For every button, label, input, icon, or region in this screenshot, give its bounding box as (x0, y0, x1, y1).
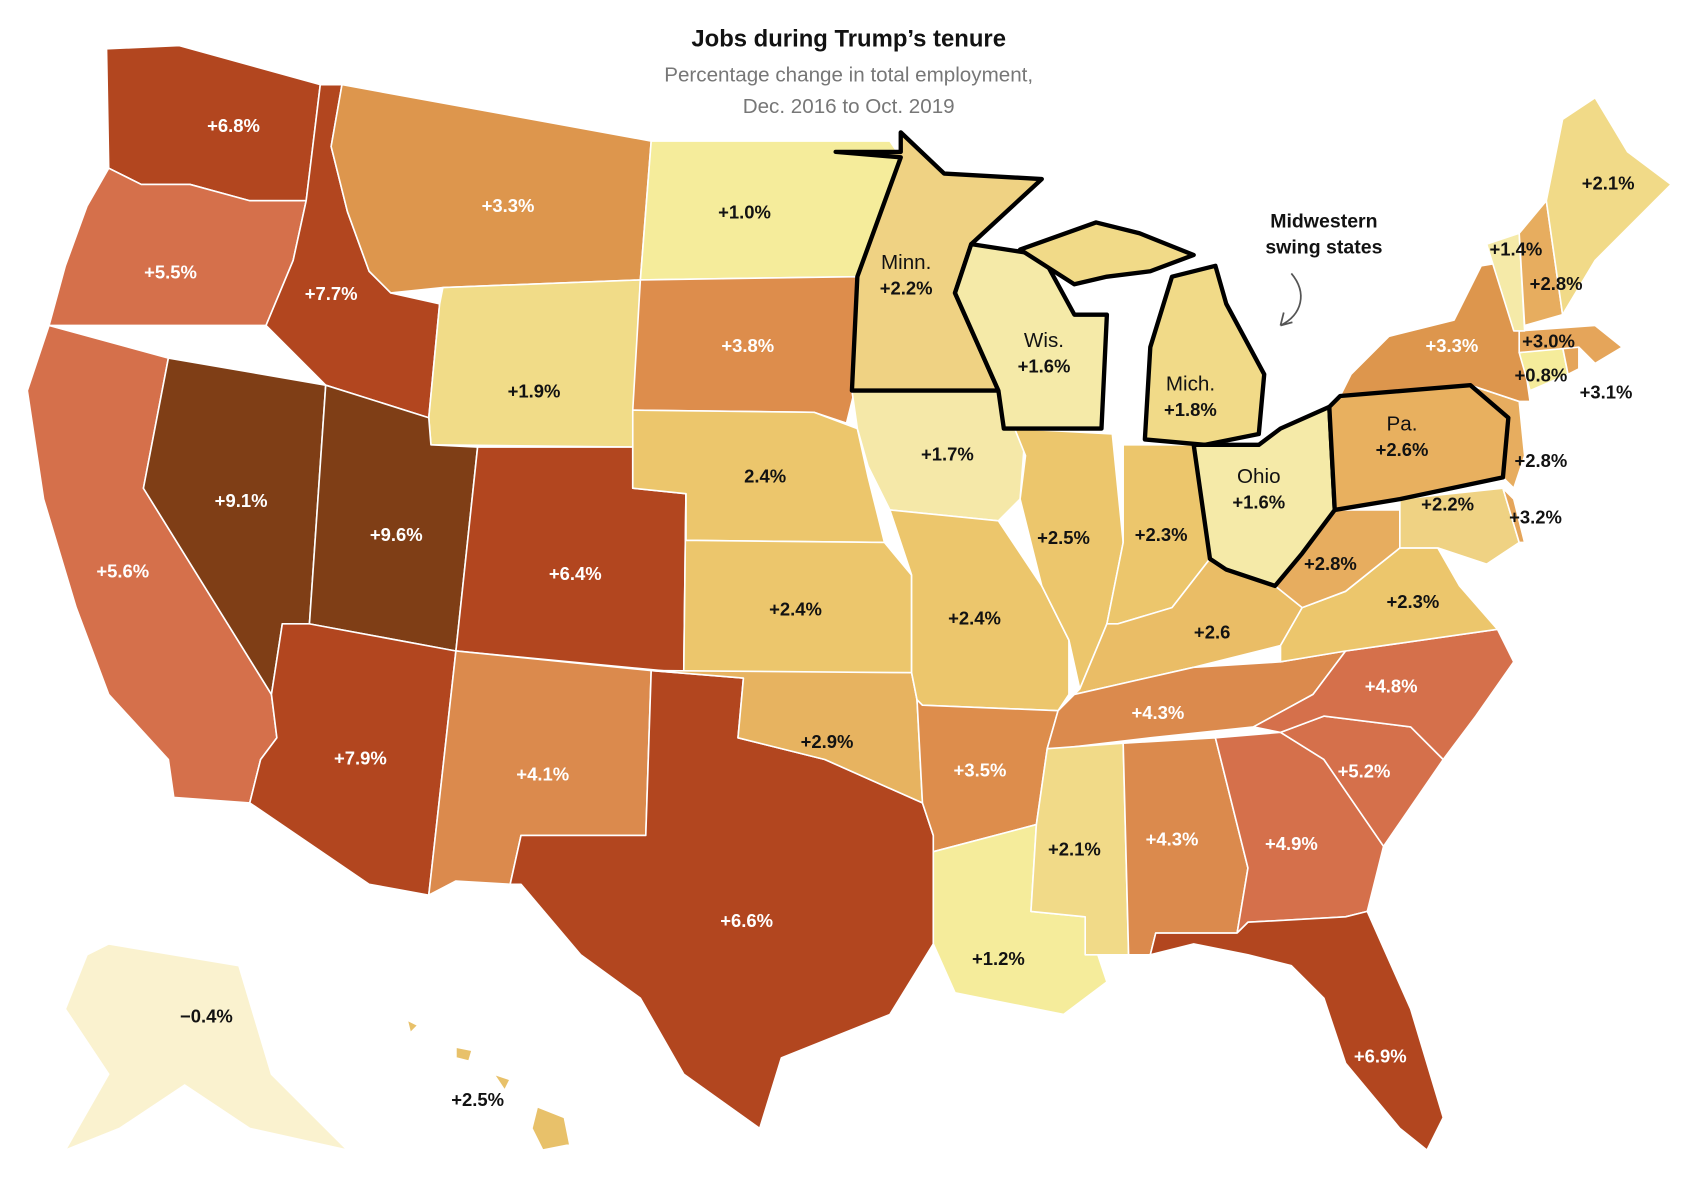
state (1518, 324, 1624, 365)
state-label: +1.6% (1018, 356, 1071, 377)
state-label: +2.1% (1048, 839, 1101, 860)
state-label: +3.0% (1522, 331, 1575, 352)
state-label: +4.9% (1265, 833, 1318, 854)
state-name: Pa. (1387, 413, 1418, 436)
state-label: 2.4% (744, 465, 786, 486)
state-label: +7.9% (334, 747, 387, 768)
states (26, 44, 1672, 1151)
state-label: +1.2% (972, 948, 1025, 969)
state-label: +2.3% (1386, 591, 1439, 612)
state (406, 1019, 571, 1151)
state-label: +1.0% (718, 202, 771, 223)
state (1017, 220, 1267, 448)
state (952, 241, 1110, 431)
state-label: +0.8% (1514, 364, 1567, 385)
state-label: −0.4% (180, 1006, 233, 1027)
state-name: Ohio (1237, 465, 1281, 488)
state-label: +4.8% (1365, 676, 1418, 697)
state (1252, 628, 1515, 761)
state-label: +1.8% (1164, 399, 1217, 420)
state-label: +5.5% (144, 261, 197, 282)
state-label: +4.3% (1146, 829, 1199, 850)
state-label: +6.4% (549, 563, 602, 584)
state-label: +2.4% (948, 607, 1001, 628)
state-label: +3.3% (1426, 335, 1479, 356)
state (1327, 383, 1511, 513)
state-label: +3.5% (954, 759, 1007, 780)
state-label: +6.9% (1354, 1046, 1407, 1067)
state-label: +2.5% (451, 1089, 504, 1110)
state-label: +2.6% (1376, 439, 1429, 460)
state-label: +1.9% (508, 381, 561, 402)
state-label: +1.4% (1490, 239, 1543, 260)
state-label: +3.1% (1580, 382, 1633, 403)
state-label: +2.2% (1421, 493, 1474, 514)
state-label: +2.8% (1514, 450, 1567, 471)
state (1191, 404, 1337, 589)
state-label: +4.3% (1131, 702, 1184, 723)
state-label: +4.1% (516, 764, 569, 785)
state (1149, 910, 1445, 1151)
state-label: +2.5% (1037, 527, 1090, 548)
state-label: +6.6% (720, 910, 773, 931)
state-name: Minn. (881, 251, 931, 274)
state-label: +9.1% (215, 490, 268, 511)
state-label: +5.6% (96, 561, 149, 582)
state-label: +3.8% (721, 335, 774, 356)
state (330, 83, 653, 294)
map-title: Jobs during Trump’s tenure (691, 25, 1006, 52)
state-label: +6.8% (207, 115, 260, 136)
state-label: +2.3% (1135, 524, 1188, 545)
state (1485, 232, 1526, 332)
annotation-arrow (1279, 272, 1302, 327)
state-label: +2.1% (1582, 172, 1635, 193)
state-label: +2.6 (1194, 622, 1230, 643)
state (1013, 427, 1124, 690)
state-label: +2.9% (801, 731, 854, 752)
state-label: +9.6% (370, 524, 423, 545)
state (1502, 487, 1526, 544)
state-name: Mich. (1166, 373, 1215, 396)
state (427, 279, 642, 448)
state (1030, 742, 1130, 956)
map-subtitle: Dec. 2016 to Oct. 2019 (743, 95, 955, 118)
state-label: +7.7% (305, 283, 358, 304)
state-label: +1.7% (921, 444, 974, 465)
state-label: +3.2% (1509, 507, 1562, 528)
state-label: +2.8% (1304, 553, 1357, 574)
state-label: +2.8% (1530, 273, 1583, 294)
annotation: Midwestern (1270, 211, 1377, 233)
annotation: swing states (1265, 237, 1382, 259)
state (64, 943, 349, 1151)
state-label: +1.6% (1232, 491, 1285, 512)
labels: +6.8% +5.5% +5.6% +9.1% +7.7% +3.3% +1.9% +9.6%… (96, 115, 1634, 1110)
map-subtitle: Percentage change in total employment, (664, 63, 1033, 86)
state-label: +2.2% (880, 278, 933, 299)
state-label: +5.2% (1338, 760, 1391, 781)
state-label: +2.4% (769, 599, 822, 620)
state-name: Wis. (1024, 329, 1064, 352)
state-label: +3.3% (482, 195, 535, 216)
state (1545, 96, 1672, 316)
